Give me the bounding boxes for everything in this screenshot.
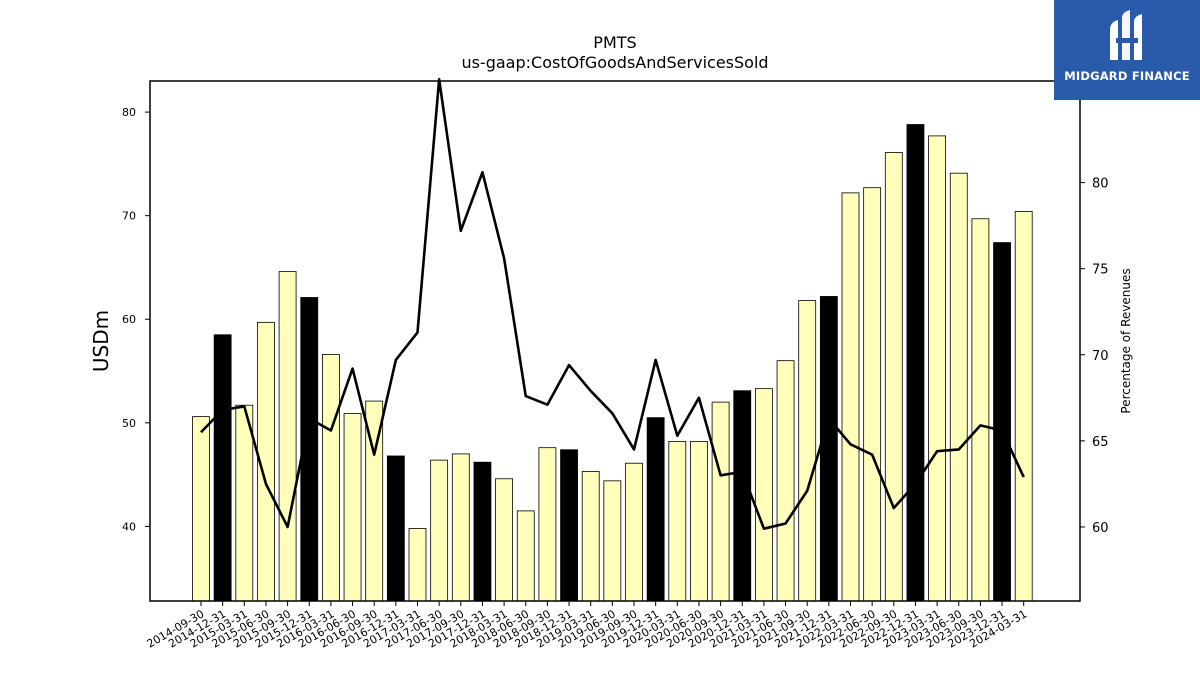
bar-2020-06-30	[690, 441, 708, 602]
bar-2017-12-31	[473, 461, 492, 602]
plot-frame	[149, 80, 1081, 602]
bar-2020-03-31	[668, 441, 687, 602]
bar-2022-06-30	[863, 187, 882, 602]
y-axis-right: 60 65 70 75 80	[1080, 177, 1109, 536]
y-tick-label: 50	[122, 417, 136, 430]
y-tick-label: 40	[122, 520, 136, 533]
bar-2021-03-31	[755, 388, 773, 602]
bar-2023-12-31	[993, 242, 1011, 602]
bar-2016-12-31	[386, 455, 405, 602]
chart-subtitle: us-gaap:CostOfGoodsAndServicesSold	[461, 53, 768, 72]
bar-2022-03-31	[841, 192, 860, 602]
y-right-tick-label: 75	[1092, 263, 1109, 278]
y-axis-label-right: Percentage of Revenues	[1119, 268, 1133, 413]
logo-text: MIDGARD FINANCE	[1064, 69, 1190, 83]
bar-2023-06-30	[949, 172, 968, 602]
y-tick-label: 70	[122, 210, 136, 223]
bar-2016-03-31	[321, 354, 340, 602]
bar-2014-09-30	[192, 416, 210, 602]
x-axis: 2014-09-302014-12-312015-03-312015-06-30…	[145, 601, 1029, 651]
bar-2019-09-30	[625, 462, 643, 602]
bar-2015-03-31	[235, 404, 254, 602]
bar-2016-06-30	[343, 413, 362, 602]
bar-2015-09-30	[278, 271, 297, 602]
bar-2017-09-30	[451, 453, 470, 602]
bar-2020-09-30	[711, 401, 730, 602]
bar-2023-09-30	[971, 218, 990, 602]
bar-2014-12-31	[213, 334, 232, 602]
logo: MIDGARD FINANCE	[1054, 0, 1200, 100]
y-tick-label: 80	[122, 106, 136, 119]
y-axis-left: 40 50 60 70 80	[122, 106, 150, 533]
midgard-logo-icon	[1110, 10, 1142, 60]
bar-2018-06-30	[516, 510, 535, 602]
bar-2017-06-30	[430, 459, 449, 602]
bar-2018-03-31	[495, 478, 514, 602]
bar-2021-06-30	[776, 360, 795, 602]
y-axis-label-left: USDm	[89, 310, 113, 372]
bar-2022-12-31	[906, 124, 925, 602]
bar-2021-09-30	[798, 300, 817, 602]
bar-2019-03-31	[581, 471, 600, 602]
bar-2018-12-31	[560, 449, 578, 602]
bar-2017-03-31	[408, 528, 427, 602]
y-right-tick-label: 60	[1092, 521, 1109, 536]
bar-2020-12-31	[733, 390, 752, 602]
bar-2018-09-30	[538, 447, 557, 602]
bar-2019-06-30	[603, 480, 622, 602]
y-right-tick-label: 65	[1092, 435, 1109, 450]
chart-title: PMTS	[593, 33, 636, 52]
y-right-tick-label: 70	[1092, 349, 1109, 364]
line-group	[200, 77, 1025, 530]
bar-2022-09-30	[884, 152, 903, 602]
y-tick-label: 60	[122, 313, 136, 326]
bar-2021-12-31	[819, 296, 838, 602]
bar-2023-03-31	[928, 135, 946, 602]
bar-2019-12-31	[646, 417, 665, 602]
line-series-percentage	[200, 77, 1025, 530]
bar-2024-03-31	[1014, 211, 1033, 602]
y-right-tick-label: 80	[1092, 177, 1109, 192]
bar-group	[192, 124, 1033, 602]
